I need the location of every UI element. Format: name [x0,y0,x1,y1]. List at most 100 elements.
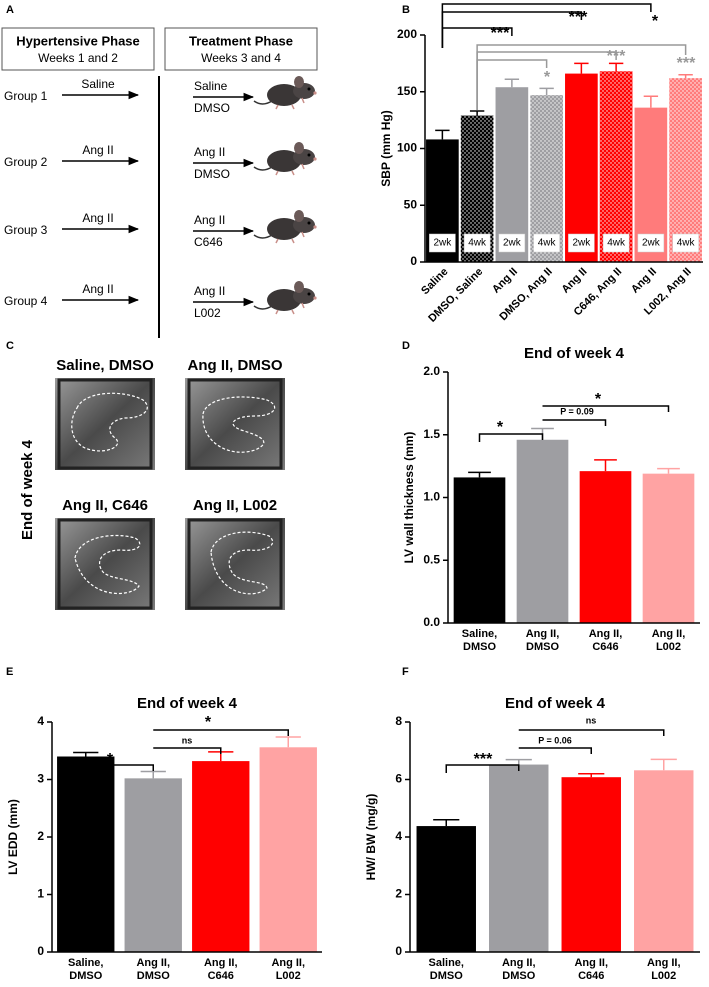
panel-label: E [6,666,13,678]
treatment-label: Ang II [194,145,225,159]
error-bar [275,736,301,748]
x-tick-label: Ang II, L002 [271,957,306,982]
treatment-label: Ang II [82,143,113,157]
phase-box [164,27,318,71]
echo-frame [187,518,283,610]
x-tick-label: Ang II [490,266,520,296]
treatment-label: Ang II [194,213,225,227]
echo-image [55,378,155,470]
y-tick-label: 1 [37,887,44,901]
error-bar [504,78,520,88]
significance-bracket [445,764,520,773]
treatment-label: Ang II [194,284,225,298]
bar-label: 2wk [642,238,661,249]
x-tick-label-box: Ang II, DMSO [526,628,560,653]
echo-frame [57,378,153,470]
treatment-label: L002 [194,306,221,320]
significance-label: * [205,714,212,731]
bar [192,761,250,952]
significance-bracket [518,747,592,754]
x-tick-label: Saline, DMSO [68,957,104,982]
bar [561,777,621,952]
bar-label-box [429,233,456,253]
significance-bracket [153,747,222,754]
error-bar [468,471,491,478]
y-tick-label: 2 [395,887,402,901]
y-axis-title: SBP (mm Hg) [379,110,393,186]
y-tick-label: 2 [37,829,44,843]
x-tick-label: Saline, DMSO [461,628,498,653]
chart-title: End of week 4 [505,695,606,712]
significance-bracket [441,3,652,48]
mouse-icon [253,75,318,110]
y-tick-label: 0 [410,254,417,268]
x-tick-label: Saline [419,266,450,297]
significance-label: P = 0.09 [560,406,594,416]
significance-label: * [595,391,602,408]
x-tick-label: Ang II, L002 [646,957,681,982]
group-name: Group 4 [4,294,48,308]
bar [453,477,506,623]
significance-bracket [476,44,687,110]
bar [416,826,476,952]
y-axis-title: HW/ BW (mg/g) [364,794,378,881]
y-tick-label: 0.5 [423,552,440,566]
significance-label: * [497,419,504,436]
significance-label: P = 0.06 [538,735,572,745]
significance-label: *** [677,55,696,72]
error-bar [643,95,659,108]
error-bar [650,758,677,771]
error-bar [574,62,589,74]
bar [495,87,529,263]
image-label: Ang II, L002 [193,497,277,514]
treatment-label: Saline [194,79,228,93]
ventricle-outline [210,531,274,595]
bar-label-box [602,233,630,253]
y-tick-label: 2.0 [423,364,440,378]
phase-box [1,27,155,71]
bar-label-box [672,233,699,253]
bar-label: 2wk [503,238,522,249]
y-axis-title: LV EDD (mm) [6,799,20,875]
significance-label: *** [569,9,588,26]
y-tick-label: 1.0 [423,490,440,504]
bar [642,473,695,623]
bar-label: 4wk [607,238,626,249]
significance-bracket [478,433,544,442]
y-tick-label: 200 [397,27,417,41]
ventricle-outline [202,396,276,453]
x-tick-label-box: Ang II, L002 [271,957,306,982]
bar [669,78,702,262]
panel-label: F [402,666,409,678]
y-tick-label: 8 [395,714,402,728]
treatment-label: Saline [81,77,115,91]
phase-title: Treatment Phase [189,33,293,48]
y-tick-label: 6 [395,772,402,786]
bar [124,778,182,952]
significance-bracket [85,764,154,773]
y-tick-label: 4 [37,714,44,728]
bar-label-box [637,233,665,253]
error-bar [140,770,166,779]
significance-label: ns [586,715,597,725]
ventricle-outline [71,392,148,452]
significance-label: * [107,751,114,768]
significance-label: *** [491,25,510,42]
bar-label: 2wk [433,238,452,249]
x-tick-label: Ang II, C646 [588,628,623,653]
phase-title: Hypertensive Phase [16,33,140,48]
x-tick-label-box: Ang II, C646 [574,957,608,982]
echo-image [185,518,285,610]
image-label: Ang II, DMSO [188,357,283,374]
bar [565,73,598,262]
y-tick-label: 150 [397,84,417,98]
treatment-label: C646 [194,235,223,249]
bar-label: 4wk [677,238,696,249]
significance-label: * [544,69,551,86]
x-tick-label-box: Ang II, L002 [652,628,686,653]
error-bar [433,819,460,827]
significance-bracket [518,729,665,736]
mouse-icon [253,141,318,176]
x-tick-label: Ang II [629,266,659,296]
